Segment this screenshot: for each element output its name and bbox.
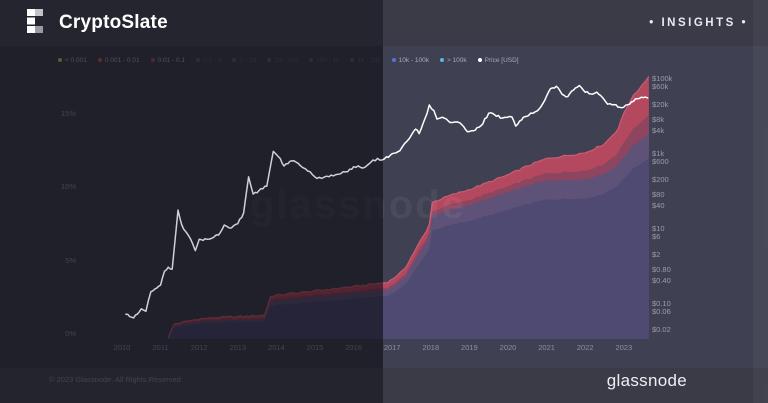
glassnode-watermark: glassnode xyxy=(250,183,466,227)
y-right-tick-2: $20k xyxy=(652,100,669,110)
legend-item->-100k[interactable]: > 100k xyxy=(439,56,467,64)
legend-label: > 100k xyxy=(446,56,467,64)
legend-dot-icon xyxy=(439,58,444,62)
y-left-tick-5: 5% xyxy=(65,255,76,265)
x-tick-2010: 2010 xyxy=(113,343,131,352)
cryptoslate-brand: CryptoSlate xyxy=(27,8,168,38)
y-right-tick-4: $4k xyxy=(652,126,665,136)
y-left-tick-0: 0% xyxy=(65,329,76,338)
x-tick-2020: 2020 xyxy=(499,343,517,352)
copyright-text: © 2023 Glassnode. All Rights Reserved. xyxy=(49,375,183,384)
y-right-tick-7: $200 xyxy=(652,175,669,185)
x-tick-2023: 2023 xyxy=(615,343,633,352)
legend-dot-icon xyxy=(97,58,102,62)
legend-item-0.1-1[interactable]: 0.1 - 1 xyxy=(196,57,221,64)
legend-label: 0.001 - 0.01 xyxy=(104,56,140,64)
legend-label: 0.1 - 1 xyxy=(203,56,222,64)
y-right-tick-15: $0.10 xyxy=(652,299,671,308)
legend-item-1k-10k[interactable]: 1k - 10k xyxy=(350,56,381,64)
legend-item-Price-USD-[interactable]: Price [USD] xyxy=(477,56,519,64)
chart-legend: < 0.001 0.001 - 0.01 0.01 - 0.1 0.1 - 1 1 - … xyxy=(58,55,519,65)
legend-label: 0.01 - 0.1 xyxy=(157,56,186,64)
y-right-tick-5: $1k xyxy=(652,149,665,158)
legend-label: 1k - 10k xyxy=(357,56,381,64)
legend-label: 10 - 100 xyxy=(274,56,298,64)
header-bar: CryptoSlate • INSIGHTS • xyxy=(27,0,748,46)
y-right-tick-8: $80 xyxy=(652,190,665,200)
cryptoslate-logo-icon xyxy=(27,8,49,38)
y-right-tick-3: $8k xyxy=(652,115,665,125)
x-tick-2022: 2022 xyxy=(576,343,594,352)
y-right-tick-12: $2 xyxy=(652,250,661,260)
y-right-tick-11: $6 xyxy=(652,232,661,242)
footer-bar-bg xyxy=(0,368,768,403)
legend-label: < 0.001 xyxy=(65,56,87,64)
x-tick-2018: 2018 xyxy=(422,343,440,352)
x-tick-2016: 2016 xyxy=(345,343,362,352)
y-right-tick-16: $0.06 xyxy=(652,307,671,317)
x-tick-2014: 2014 xyxy=(268,343,285,352)
legend-label: 1 - 10 xyxy=(239,56,257,64)
y-right-tick-10: $10 xyxy=(652,224,665,233)
y-left-tick-15: 15% xyxy=(60,108,76,118)
legend-item-10-100[interactable]: 10 - 100 xyxy=(267,57,298,64)
x-tick-2011: 2011 xyxy=(152,343,169,352)
legend-dot-icon xyxy=(58,58,62,62)
y-right-tick-1: $60k xyxy=(652,82,669,92)
legend-dot-icon xyxy=(308,58,313,62)
legend-label: 100 - 1k xyxy=(315,56,340,64)
legend-item-0.001-0.01[interactable]: 0.001 - 0.01 xyxy=(97,56,140,64)
y-right-tick-0: $100k xyxy=(652,74,673,83)
legend-label: 10k - 100k xyxy=(398,56,429,64)
legend-dot-icon xyxy=(477,58,482,62)
right-edge-strip xyxy=(753,0,768,403)
y-right-tick-13: $0.80 xyxy=(652,265,671,275)
y-right-tick-14: $0.40 xyxy=(652,276,671,286)
y-right-tick-17: $0.02 xyxy=(652,325,671,335)
y-left-tick-10: 10% xyxy=(60,182,76,191)
x-tick-2017: 2017 xyxy=(383,343,401,352)
legend-dot-icon xyxy=(267,58,272,62)
legend-item-1-10[interactable]: 1 - 10 xyxy=(232,57,256,64)
legend-item-<-0.001[interactable]: < 0.001 xyxy=(58,57,87,64)
legend-dot-icon xyxy=(391,58,396,62)
x-tick-2021: 2021 xyxy=(538,343,555,352)
legend-dot-icon xyxy=(196,58,201,62)
x-tick-2015: 2015 xyxy=(306,343,324,352)
glassnode-logo: glassnode xyxy=(606,371,687,390)
legend-dot-icon xyxy=(150,58,155,62)
x-tick-2013: 2013 xyxy=(229,343,247,352)
legend-item-0.01-0.1[interactable]: 0.01 - 0.1 xyxy=(150,56,186,64)
brand-name: CryptoSlate xyxy=(59,12,168,33)
insights-badge: • INSIGHTS • xyxy=(649,17,748,29)
legend-item-100-1k[interactable]: 100 - 1k xyxy=(308,56,340,64)
header-bar-bg xyxy=(0,0,768,46)
legend-dot-icon xyxy=(350,58,355,62)
x-tick-2012: 2012 xyxy=(190,343,208,352)
legend-item-10k-100k[interactable]: 10k - 100k xyxy=(391,56,429,64)
x-tick-2019: 2019 xyxy=(461,343,478,352)
y-right-tick-9: $40 xyxy=(652,201,665,211)
legend-dot-icon xyxy=(232,58,237,62)
y-right-tick-6: $600 xyxy=(652,157,669,167)
legend-label: Price [USD] xyxy=(484,56,519,64)
